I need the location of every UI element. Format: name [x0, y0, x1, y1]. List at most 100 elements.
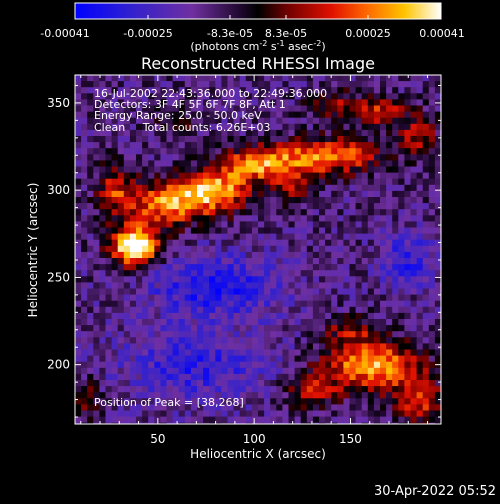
heatmap-cell — [136, 300, 143, 308]
heatmap-cell — [312, 404, 320, 411]
heatmap-cell — [221, 172, 228, 180]
heatmap-cell — [264, 355, 271, 363]
heatmap-cell — [154, 123, 161, 131]
heatmap-cell — [136, 251, 143, 259]
heatmap-cell — [270, 197, 277, 204]
heatmap-cell — [434, 239, 441, 247]
heatmap-cell — [111, 276, 119, 283]
heatmap-cell — [434, 93, 441, 100]
heatmap-cell — [87, 160, 94, 167]
heatmap-cell — [87, 264, 94, 271]
heatmap-cell — [203, 306, 210, 314]
heatmap-cell — [355, 386, 363, 393]
heatmap-cell — [319, 312, 326, 320]
heatmap-cell — [81, 117, 88, 125]
heatmap-cell — [294, 355, 302, 363]
heatmap-cell — [264, 172, 271, 180]
heatmap-cell — [209, 288, 216, 295]
heatmap-cell — [245, 392, 253, 399]
heatmap-cell — [160, 343, 167, 350]
heatmap-cell — [160, 361, 167, 369]
heatmap-cell — [87, 282, 94, 289]
heatmap-cell — [184, 282, 192, 289]
heatmap-cell — [93, 117, 100, 125]
heatmap-cell — [160, 87, 167, 94]
heatmap-cell — [123, 325, 131, 332]
heatmap-cell — [136, 343, 143, 350]
heatmap-cell — [337, 373, 344, 381]
heatmap-cell — [361, 99, 369, 106]
heatmap-cell — [392, 87, 399, 94]
heatmap-cell — [203, 233, 210, 241]
heatmap-cell — [398, 215, 405, 222]
heatmap-cell — [410, 306, 417, 314]
heatmap-cell — [349, 264, 356, 271]
heatmap-cell — [258, 93, 265, 100]
heatmap-cell — [178, 410, 186, 417]
heatmap-cell — [148, 221, 155, 228]
heatmap-cell — [105, 355, 112, 363]
heatmap-cell — [178, 355, 186, 363]
heatmap-cell — [312, 136, 320, 143]
heatmap-cell — [367, 300, 375, 308]
heatmap-cell — [239, 410, 247, 417]
heatmap-cell — [111, 209, 119, 216]
heatmap-cell — [276, 239, 283, 247]
heatmap-cell — [361, 367, 369, 375]
heatmap-cell — [294, 416, 302, 424]
heatmap-cell — [367, 312, 375, 320]
heatmap-cell — [190, 81, 198, 88]
heatmap-cell — [233, 239, 241, 247]
heatmap-cell — [306, 136, 314, 143]
heatmap-cell — [367, 337, 375, 344]
heatmap-cell — [386, 386, 393, 393]
heatmap-cell — [258, 367, 265, 375]
heatmap-cell — [422, 349, 430, 356]
heatmap-cell — [319, 75, 326, 82]
heatmap-cell — [142, 331, 149, 338]
heatmap-cell — [380, 312, 387, 320]
heatmap-cell — [87, 325, 94, 332]
heatmap-cell — [355, 404, 363, 411]
heatmap-cell — [123, 282, 131, 289]
heatmap-cell — [343, 87, 350, 94]
heatmap-cell — [398, 81, 405, 88]
heatmap-cell — [172, 123, 180, 131]
heatmap-cell — [75, 294, 82, 302]
heatmap-cell — [337, 129, 344, 137]
heatmap-cell — [288, 142, 295, 149]
heatmap-cell — [288, 111, 295, 119]
heatmap-cell — [416, 312, 424, 320]
heatmap-cell — [380, 123, 387, 131]
heatmap-cell — [99, 99, 106, 106]
heatmap-cell — [404, 404, 411, 411]
heatmap-cell — [325, 129, 332, 137]
heatmap-cell — [245, 227, 253, 234]
heatmap-cell — [215, 117, 222, 125]
heatmap-cell — [117, 221, 125, 228]
heatmap-cell — [99, 319, 106, 326]
heatmap-cell — [319, 148, 326, 155]
heatmap-cell — [422, 386, 430, 393]
heatmap-cell — [294, 190, 302, 198]
heatmap-cell — [123, 288, 131, 295]
heatmap-cell — [111, 227, 119, 234]
heatmap-cell — [75, 264, 82, 271]
heatmap-cell — [288, 404, 295, 411]
heatmap-cell — [142, 288, 149, 295]
heatmap-cell — [294, 288, 302, 295]
heatmap-cell — [105, 99, 112, 106]
heatmap-cell — [331, 190, 338, 198]
heatmap-cell — [349, 319, 356, 326]
heatmap-cell — [111, 93, 119, 100]
heatmap-cell — [117, 349, 125, 356]
heatmap-cell — [325, 331, 332, 338]
heatmap-cell — [190, 264, 198, 271]
heatmap-cell — [190, 123, 198, 131]
heatmap-cell — [312, 251, 320, 259]
heatmap-cell — [404, 319, 411, 326]
heatmap-cell — [117, 386, 125, 393]
heatmap-cell — [306, 343, 314, 350]
heatmap-cell — [264, 142, 271, 149]
